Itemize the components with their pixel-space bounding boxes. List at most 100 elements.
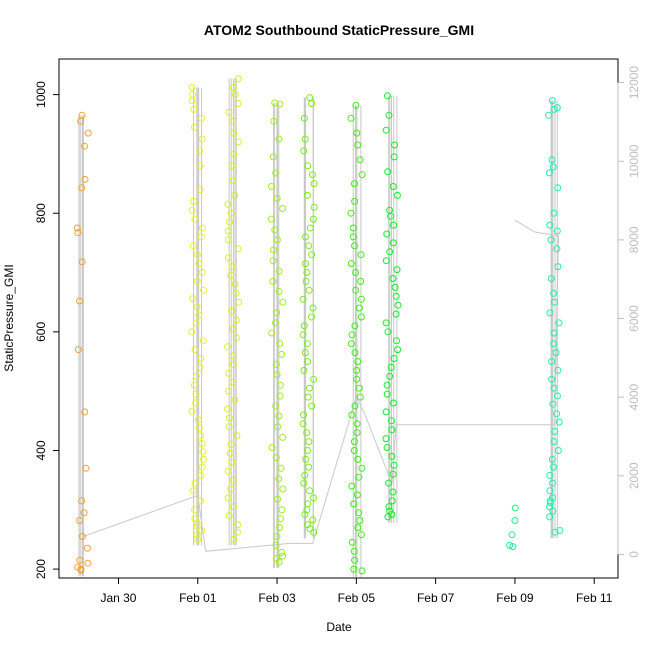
- data-point: [78, 533, 86, 540]
- data-point: [300, 366, 308, 374]
- data-point: [549, 507, 557, 515]
- data-point: [355, 509, 363, 517]
- data-point: [228, 378, 236, 386]
- data-point: [353, 375, 361, 383]
- y2-tick-label: 0: [627, 551, 641, 558]
- data-point: [74, 229, 82, 237]
- data-point: [268, 183, 275, 190]
- data-point: [303, 269, 311, 276]
- data-point: [188, 84, 196, 91]
- data-point: [390, 399, 397, 407]
- data-point: [269, 277, 277, 285]
- data-point: [551, 428, 559, 435]
- data-point: [192, 390, 200, 398]
- data-point: [228, 162, 236, 170]
- data-point: [553, 392, 561, 400]
- data-point: [224, 494, 232, 502]
- data-point: [305, 242, 313, 250]
- data-point: [355, 304, 363, 312]
- data-point: [274, 423, 282, 431]
- data-point: [268, 329, 276, 337]
- data-point: [275, 288, 283, 295]
- data-point: [231, 280, 239, 288]
- data-point: [554, 366, 562, 374]
- data-point: [382, 126, 390, 134]
- data-point: [229, 361, 237, 368]
- data-point: [546, 309, 554, 317]
- data-point: [305, 384, 313, 392]
- data-point: [224, 200, 232, 208]
- data-point: [394, 346, 402, 354]
- data-point: [199, 224, 206, 232]
- data-point: [300, 411, 307, 419]
- data-point: [76, 556, 84, 564]
- data-point: [347, 209, 355, 217]
- data-point: [193, 251, 201, 259]
- data-point: [548, 375, 556, 383]
- data-point: [385, 111, 393, 119]
- y2-tick-label: 6000: [627, 305, 641, 332]
- data-point: [81, 408, 89, 416]
- data-point: [390, 355, 398, 362]
- data-point: [275, 135, 283, 143]
- data-point: [548, 156, 556, 164]
- data-point: [351, 556, 359, 564]
- data-point: [392, 292, 400, 300]
- data-point: [309, 215, 317, 223]
- data-point: [304, 393, 312, 401]
- data-point: [310, 494, 317, 502]
- data-point: [308, 171, 316, 179]
- data-point: [393, 266, 401, 274]
- data-point: [191, 215, 199, 223]
- data-point: [554, 447, 562, 454]
- data-point: [189, 91, 197, 99]
- data-point: [267, 215, 275, 223]
- data-point: [305, 438, 313, 446]
- data-point: [308, 251, 316, 259]
- data-point: [388, 511, 396, 518]
- data-point: [191, 506, 199, 514]
- x-tick-label: Feb 07: [417, 591, 455, 605]
- data-point: [81, 142, 88, 150]
- y2-tick-label: 8000: [627, 226, 641, 253]
- data-point: [352, 286, 360, 294]
- data-point: [549, 163, 557, 171]
- data-point: [276, 381, 284, 389]
- data-point: [553, 410, 561, 418]
- data-point: [198, 114, 206, 122]
- data-point: [508, 531, 516, 539]
- data-point: [190, 105, 198, 113]
- data-point: [225, 108, 233, 116]
- data-point: [351, 180, 358, 188]
- data-point: [188, 328, 196, 336]
- y2-tick-label: 2000: [627, 462, 641, 489]
- right-axis-series-line: [82, 219, 560, 552]
- data-point: [509, 543, 517, 551]
- data-point: [84, 559, 92, 567]
- data-point: [306, 487, 314, 495]
- data-point: [386, 372, 394, 380]
- data-point: [234, 521, 242, 529]
- data-point: [554, 263, 562, 271]
- data-point: [391, 283, 399, 291]
- data-point: [299, 331, 307, 339]
- data-point: [358, 464, 366, 472]
- data-point: [224, 405, 231, 413]
- data-point: [225, 369, 233, 377]
- data-point: [394, 301, 402, 309]
- data-point: [301, 511, 309, 518]
- data-point: [198, 463, 206, 471]
- data-point: [388, 452, 396, 460]
- data-point: [229, 117, 236, 125]
- data-point: [354, 455, 362, 463]
- data-point: [228, 307, 235, 315]
- data-point: [553, 245, 561, 253]
- data-point: [304, 162, 312, 170]
- data-point: [232, 289, 240, 297]
- data-point: [275, 412, 283, 420]
- data-point: [348, 411, 356, 419]
- data-point: [302, 277, 310, 285]
- data-point: [234, 245, 242, 253]
- data-point: [350, 447, 358, 454]
- data-point: [227, 485, 235, 493]
